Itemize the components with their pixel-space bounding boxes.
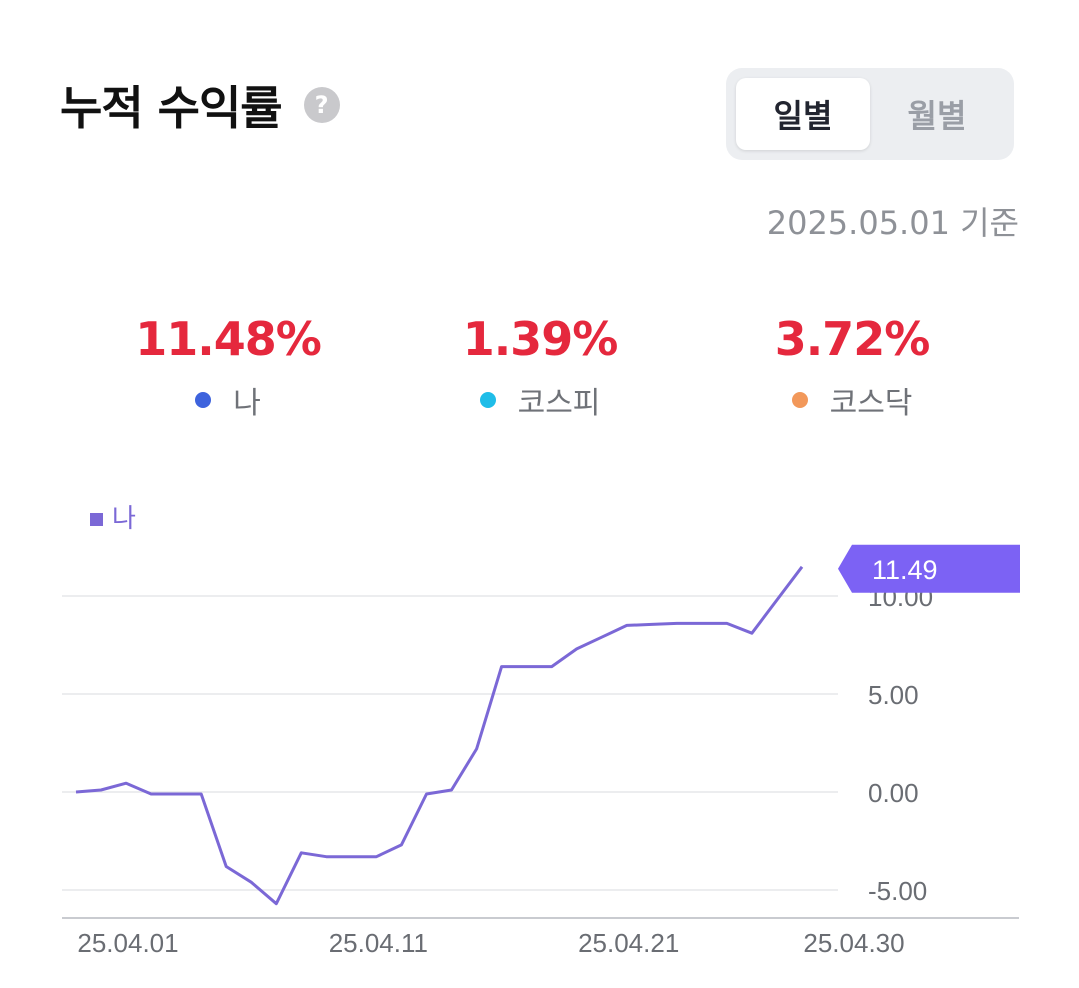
monthly-tab[interactable]: 월별 bbox=[907, 97, 967, 135]
stat-kosdaq: 3.72% 코스닥 bbox=[702, 312, 1002, 422]
as-of-date: 2025.05.01 기준 bbox=[766, 204, 1019, 242]
last-value-label: 11.49 bbox=[872, 555, 938, 585]
daily-tab[interactable]: 일별 bbox=[736, 78, 870, 150]
data-point bbox=[500, 665, 504, 669]
y-tick-label: 5.00 bbox=[868, 680, 919, 710]
data-point bbox=[675, 621, 679, 625]
stat-value: 1.39% bbox=[462, 312, 619, 366]
stat-value: 11.48% bbox=[135, 312, 322, 366]
data-point bbox=[600, 635, 604, 639]
x-tick-label: 25.04.21 bbox=[578, 928, 679, 958]
my-legend-dot-icon bbox=[195, 392, 212, 408]
data-point bbox=[299, 851, 303, 855]
series-legend-square-icon bbox=[90, 513, 103, 526]
data-point bbox=[700, 621, 704, 625]
x-tick-label: 25.04.01 bbox=[77, 928, 178, 958]
page-title: 누적 수익률 bbox=[60, 81, 283, 135]
stat-kospi: 1.39% 코스피 bbox=[390, 312, 690, 422]
data-point bbox=[800, 565, 804, 569]
data-point bbox=[149, 792, 153, 796]
stat-label: 코스피 bbox=[517, 386, 601, 421]
data-point bbox=[124, 781, 128, 785]
y-tick-label: -5.00 bbox=[868, 876, 927, 906]
data-point bbox=[625, 623, 629, 627]
data-point bbox=[775, 598, 779, 602]
data-point bbox=[324, 855, 328, 859]
return-summary: 11.48% 나 1.39% 코스피 3.72% 코스닥 bbox=[0, 312, 1079, 432]
header: 누적 수익률 ? bbox=[60, 72, 340, 138]
data-point bbox=[224, 864, 228, 868]
data-point bbox=[525, 665, 529, 669]
data-point bbox=[374, 855, 378, 859]
data-point bbox=[475, 747, 479, 751]
data-point bbox=[725, 621, 729, 625]
data-point bbox=[99, 788, 103, 792]
data-point bbox=[650, 622, 654, 626]
y-tick-label: 0.00 bbox=[868, 778, 919, 808]
data-point bbox=[274, 902, 278, 906]
question-circle-icon[interactable]: ? bbox=[303, 87, 340, 123]
kospi-legend-dot-icon bbox=[479, 392, 496, 408]
data-point bbox=[174, 792, 178, 796]
x-tick-label: 25.04.11 bbox=[329, 928, 428, 958]
data-point bbox=[575, 647, 579, 651]
kosdaq-legend-dot-icon bbox=[791, 392, 808, 408]
data-point bbox=[249, 880, 253, 884]
last-value-badge bbox=[838, 544, 1020, 593]
series-legend-label: 나 bbox=[112, 504, 136, 534]
stat-label: 나 bbox=[233, 386, 261, 421]
x-tick-label: 25.04.30 bbox=[803, 928, 904, 958]
data-point bbox=[199, 792, 203, 796]
data-point bbox=[399, 843, 403, 847]
series-line-my-return bbox=[75, 565, 804, 906]
stat-my-return: 11.48% 나 bbox=[78, 312, 378, 422]
stat-label: 코스닥 bbox=[829, 386, 913, 421]
data-point bbox=[750, 631, 754, 635]
stat-value: 3.72% bbox=[774, 312, 931, 366]
period-toggle: 일별 월별 bbox=[726, 68, 1014, 160]
data-point bbox=[74, 790, 78, 794]
data-point bbox=[424, 792, 428, 796]
data-point bbox=[450, 788, 454, 792]
data-point bbox=[349, 855, 353, 859]
data-point bbox=[550, 665, 554, 669]
